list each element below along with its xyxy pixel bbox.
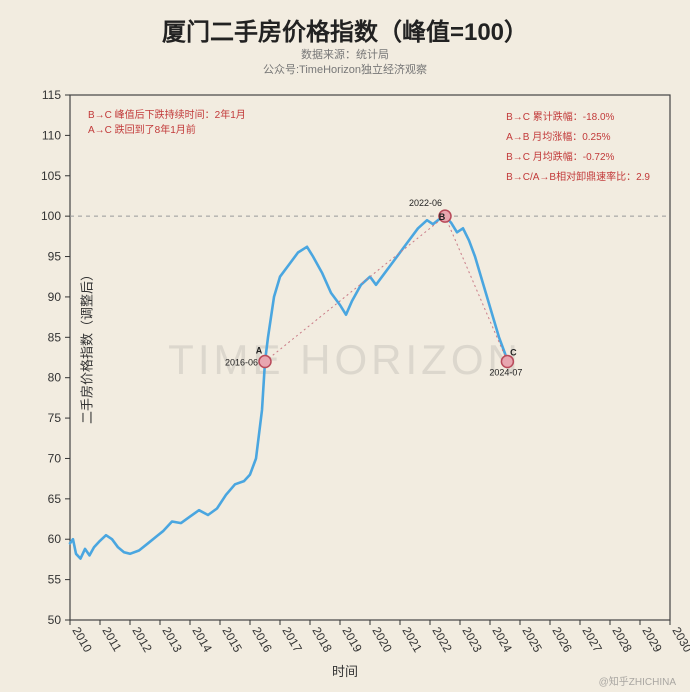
- svg-text:50: 50: [48, 613, 62, 627]
- svg-text:105: 105: [41, 169, 61, 183]
- chart-svg: 50 55 60 65 70 75 80 85 90 95 100 105 110 115 20102011…: [0, 0, 690, 692]
- svg-text:95: 95: [48, 250, 62, 264]
- svg-text:2027: 2027: [579, 625, 605, 655]
- svg-text:2016: 2016: [249, 625, 275, 655]
- svg-text:2017: 2017: [279, 625, 305, 655]
- svg-text:2026: 2026: [549, 625, 575, 655]
- svg-text:90: 90: [48, 290, 62, 304]
- svg-text:115: 115: [42, 88, 61, 102]
- svg-text:55: 55: [48, 573, 62, 587]
- svg-text:2021: 2021: [399, 625, 425, 655]
- svg-text:2023: 2023: [459, 625, 485, 655]
- svg-text:2024: 2024: [489, 625, 515, 655]
- footer-watermark: @知乎ZHICHINA: [599, 673, 676, 688]
- svg-text:2018: 2018: [309, 625, 335, 655]
- svg-text:2015: 2015: [219, 625, 245, 655]
- svg-text:C: C: [510, 348, 517, 358]
- svg-text:80: 80: [48, 371, 62, 385]
- svg-text:2029: 2029: [639, 625, 665, 655]
- svg-text:2024-07: 2024-07: [489, 368, 522, 378]
- svg-text:2019: 2019: [339, 625, 365, 655]
- svg-text:2025: 2025: [519, 625, 545, 655]
- svg-text:2020: 2020: [369, 625, 395, 655]
- svg-text:B: B: [439, 212, 446, 222]
- svg-text:2014: 2014: [189, 625, 215, 655]
- svg-text:2010: 2010: [69, 625, 95, 655]
- svg-text:65: 65: [48, 492, 62, 506]
- svg-text:60: 60: [48, 532, 62, 546]
- svg-text:2022-06: 2022-06: [409, 198, 442, 208]
- svg-text:2012: 2012: [129, 625, 155, 655]
- svg-text:2022: 2022: [429, 625, 455, 655]
- svg-text:75: 75: [48, 411, 62, 425]
- chart-container: 厦门二手房价格指数（峰值=100） 数据来源：统计局 公众号:TimeHoriz…: [0, 0, 690, 692]
- svg-text:2030: 2030: [669, 625, 690, 655]
- svg-text:110: 110: [42, 128, 61, 142]
- svg-text:100: 100: [41, 209, 61, 223]
- svg-text:2016-06: 2016-06: [225, 358, 258, 368]
- svg-text:A: A: [256, 346, 263, 356]
- svg-text:70: 70: [48, 451, 62, 465]
- svg-text:85: 85: [48, 330, 62, 344]
- svg-text:2013: 2013: [159, 625, 185, 655]
- svg-text:2011: 2011: [99, 625, 124, 655]
- svg-text:2028: 2028: [609, 625, 635, 655]
